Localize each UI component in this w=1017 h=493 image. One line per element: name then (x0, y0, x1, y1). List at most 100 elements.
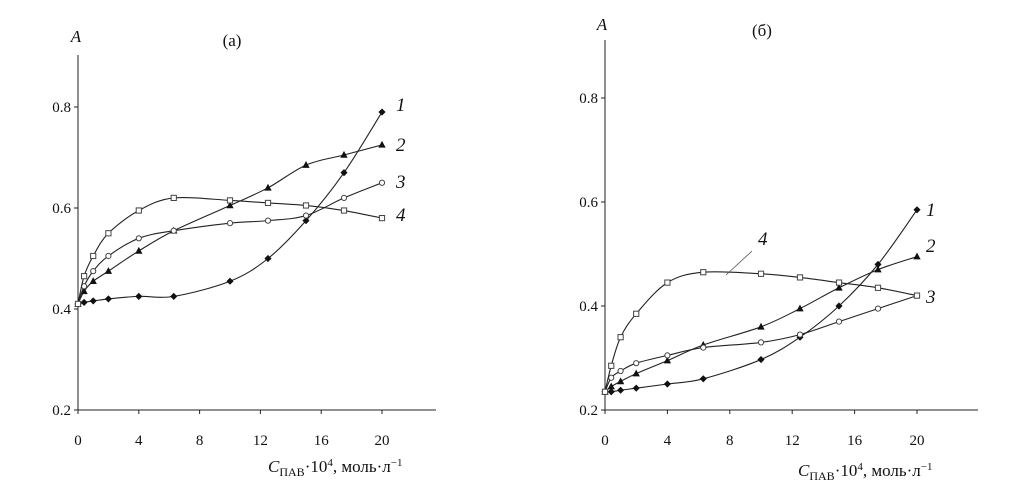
series-3-point (264, 217, 272, 224)
series-1-point (835, 302, 843, 310)
series-4-point (913, 292, 921, 299)
series-2-point (616, 377, 625, 385)
series-2-point (264, 183, 272, 191)
series-3-point (757, 339, 765, 346)
series-4-line (604, 271, 918, 392)
series-3-point (835, 318, 843, 325)
series-2-point (135, 246, 143, 254)
series-4-point (135, 207, 142, 214)
series-1-point (80, 298, 88, 307)
series-4-point (796, 274, 804, 281)
series-4-point (264, 199, 272, 207)
series-2-point (835, 283, 843, 291)
series-3-label: 3 (395, 172, 406, 193)
series-4-point (608, 362, 615, 369)
series-4-point (170, 194, 177, 202)
series-4-point (757, 270, 765, 277)
y-tick-label: 0.4 (579, 299, 598, 315)
series-3 (74, 179, 386, 308)
series-1-point (104, 295, 112, 303)
series-2-point (913, 252, 921, 260)
series-1-label: 1 (396, 95, 406, 116)
series-4-point (80, 273, 88, 280)
series-2-label: 2 (396, 135, 406, 156)
series-3-point (700, 344, 707, 351)
series-1-point (89, 297, 97, 305)
x-tick-label: 8 (726, 433, 734, 449)
x-tick-label: 8 (196, 433, 204, 449)
series-2-point (340, 150, 348, 158)
series-4-label: 4 (758, 229, 768, 250)
series-2-point (378, 140, 386, 148)
panel-label: (б) (752, 21, 772, 40)
series-1-point (170, 292, 178, 300)
series-3-point (378, 179, 386, 186)
y-tick-label: 0.2 (52, 403, 71, 419)
series-1-point (135, 292, 143, 300)
series-1-point (264, 254, 272, 263)
series-2-label: 2 (926, 236, 936, 257)
series-4-point (664, 279, 671, 286)
x-tick-label: 0 (74, 433, 82, 449)
x-tick-label: 0 (601, 433, 609, 449)
x-tick-label: 16 (847, 433, 863, 449)
y-tick-label: 0.2 (579, 403, 598, 419)
series-4-point (617, 334, 624, 341)
y-tick-label: 0.8 (579, 91, 598, 107)
y-tick-label: 0.6 (52, 201, 71, 217)
series-1-point (340, 169, 348, 177)
series-1-point (226, 277, 234, 285)
x-tick-label: 4 (664, 433, 672, 449)
series-2-point (607, 382, 615, 390)
x-tick-label: 12 (253, 433, 268, 449)
series-4-line (77, 196, 383, 305)
chart-panel-a: 0.20.40.60.80 4 8 12 16 20A (а)CПАВ·104, моль·… (52, 27, 436, 479)
series-4-point (874, 284, 882, 291)
series-2-point (104, 267, 113, 274)
series-1-point (699, 375, 707, 383)
x-tick-label: 20 (910, 433, 925, 449)
series-4-leader-line (725, 250, 753, 276)
series-3-point (135, 235, 142, 242)
series-3-point (874, 305, 882, 312)
series-3 (601, 292, 921, 395)
series-4-label: 4 (396, 205, 406, 226)
series-4 (601, 269, 921, 395)
series-4-point (633, 310, 640, 317)
series-3-point (796, 331, 804, 338)
series-2-point (302, 161, 310, 168)
series-1-point (663, 380, 671, 388)
chart-panel-b: 0.20.40.60.80 4 8 12 16 20A (б)CПАВ·104, моль·… (579, 15, 978, 483)
series-2-point (663, 356, 672, 364)
series-4-point (601, 388, 609, 395)
series-1-point (302, 217, 310, 225)
series-3-label: 3 (925, 287, 936, 308)
y-tick-label: 0.8 (52, 100, 71, 116)
y-axis-label: A (70, 27, 82, 46)
series-3-point (617, 367, 624, 375)
series-2-point (632, 369, 640, 377)
series-4 (74, 194, 386, 308)
x-axis-label: CПАВ·104, моль·л−1 (798, 461, 933, 483)
series-3-point (226, 220, 234, 227)
series-4-point (90, 252, 97, 260)
y-tick-label: 0.6 (579, 195, 598, 211)
x-tick-label: 20 (375, 433, 390, 449)
series-2-point (226, 201, 234, 209)
series-3-point (170, 227, 177, 234)
series-1-point (607, 388, 615, 396)
series-2-point (874, 265, 882, 273)
series-3-point (664, 352, 671, 359)
series-3-point (90, 268, 97, 275)
series-1-point (378, 108, 386, 116)
series-1-point (632, 384, 640, 392)
series-1-point (913, 206, 921, 214)
series-3-point (302, 212, 310, 219)
series-1-label: 1 (926, 200, 936, 221)
y-tick-label: 0.4 (52, 302, 71, 318)
series-4-point (105, 230, 112, 237)
series-3-point (633, 360, 640, 367)
x-tick-label: 16 (314, 433, 330, 449)
